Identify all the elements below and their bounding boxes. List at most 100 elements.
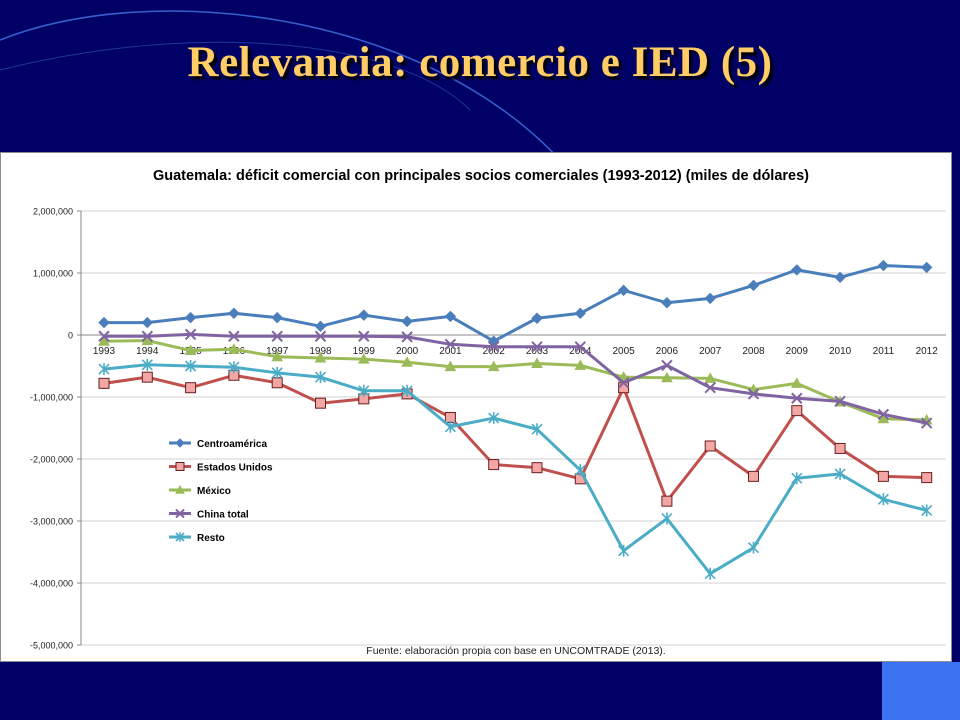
data-point [487,360,500,372]
data-point [141,371,153,383]
data-point [617,377,630,389]
data-point [877,493,889,506]
series-resto [98,358,933,580]
data-point [834,442,846,454]
data-point [314,330,327,342]
data-point [358,309,370,321]
data-point [141,330,154,342]
data-point [748,470,759,482]
data-point [271,330,283,342]
y-axis-ticks: 2,000,000 1,000,000 0 -1,000,000 -2,000,000 -… [30,207,81,651]
data-point [531,357,543,369]
series-line [103,339,927,422]
x-tick-label: 2010 [829,346,852,357]
data-point [920,417,933,429]
x-tick-label: 2007 [699,346,722,357]
data-point [184,344,197,355]
x-tick-label: 2005 [612,346,635,357]
legend-item: Resto [169,532,225,544]
data-point [617,284,630,297]
data-point [531,462,543,474]
data-point [228,361,240,374]
data-point [661,512,673,525]
y-tick-label: 0 [68,331,73,341]
data-point [921,504,933,517]
x-tick-label: 2002 [483,346,506,357]
legend-marker [175,508,185,519]
data-point [574,359,587,370]
data-point [531,423,543,436]
corner-decoration [882,662,960,720]
data-point [358,384,370,397]
y-tick-label: -1,000,000 [30,393,73,403]
data-point [704,381,716,394]
data-point [747,388,760,400]
data-point [488,459,500,471]
data-point [98,377,110,389]
series-centroam-rica [98,259,933,347]
data-point [791,264,803,276]
series-line [104,264,927,343]
legend-label: México [197,486,231,497]
data-point [488,412,500,425]
data-point [314,320,327,333]
data-point [444,310,457,323]
series-china-total [98,328,933,429]
legend: Centroamérica Estados Unidos México China t… [169,438,273,544]
data-point [401,384,413,397]
x-tick-label: 2000 [396,346,419,357]
data-point [185,360,197,372]
legend-item: Centroamérica [169,438,267,450]
x-tick-label: 2004 [569,346,592,357]
data-point [704,292,716,305]
y-tick-label: -4,000,000 [30,579,73,589]
data-point [401,331,413,343]
legend-label: Estados Unidos [197,463,273,474]
chart: Guatemala: déficit comercial con princip… [30,168,946,657]
data-point [315,397,326,409]
data-point [314,351,327,363]
data-point [834,395,846,408]
chart-panel: Guatemala: déficit comercial con princip… [0,152,952,662]
data-point [661,359,673,372]
data-point [185,382,197,394]
legend-marker [175,532,185,542]
x-tick-label: 2008 [742,346,765,357]
data-point [401,315,413,328]
data-point [661,495,673,507]
data-point [791,405,803,417]
data-point [791,472,803,485]
data-point [141,316,154,329]
legend-label: China total [197,510,249,521]
data-point [877,408,890,421]
x-tick-label: 2009 [786,346,809,357]
data-point [574,341,587,353]
data-point [357,353,370,364]
data-point [920,261,933,274]
data-point [444,360,457,372]
data-point [184,328,197,341]
data-point [98,316,110,329]
legend-item: México [169,484,231,497]
data-point [358,330,370,342]
x-tick-label: 1999 [353,346,376,357]
series-line [103,363,928,576]
data-point [790,377,803,388]
data-point [791,392,803,404]
data-point [314,371,327,384]
y-tick-label: 2,000,000 [33,207,73,217]
y-tick-label: -2,000,000 [30,455,73,465]
series-line [104,332,927,425]
data-point [487,341,500,353]
legend-item: China total [169,508,249,521]
data-point [661,297,673,309]
x-tick-label: 1994 [136,346,159,357]
data-point [271,366,283,379]
x-tick-label: 1998 [309,346,332,357]
data-point [877,259,890,272]
data-point [228,330,240,342]
data-point [531,312,543,324]
y-tick-label: -5,000,000 [30,641,73,651]
data-point [271,377,283,389]
legend-label: Centroamérica [197,439,267,450]
